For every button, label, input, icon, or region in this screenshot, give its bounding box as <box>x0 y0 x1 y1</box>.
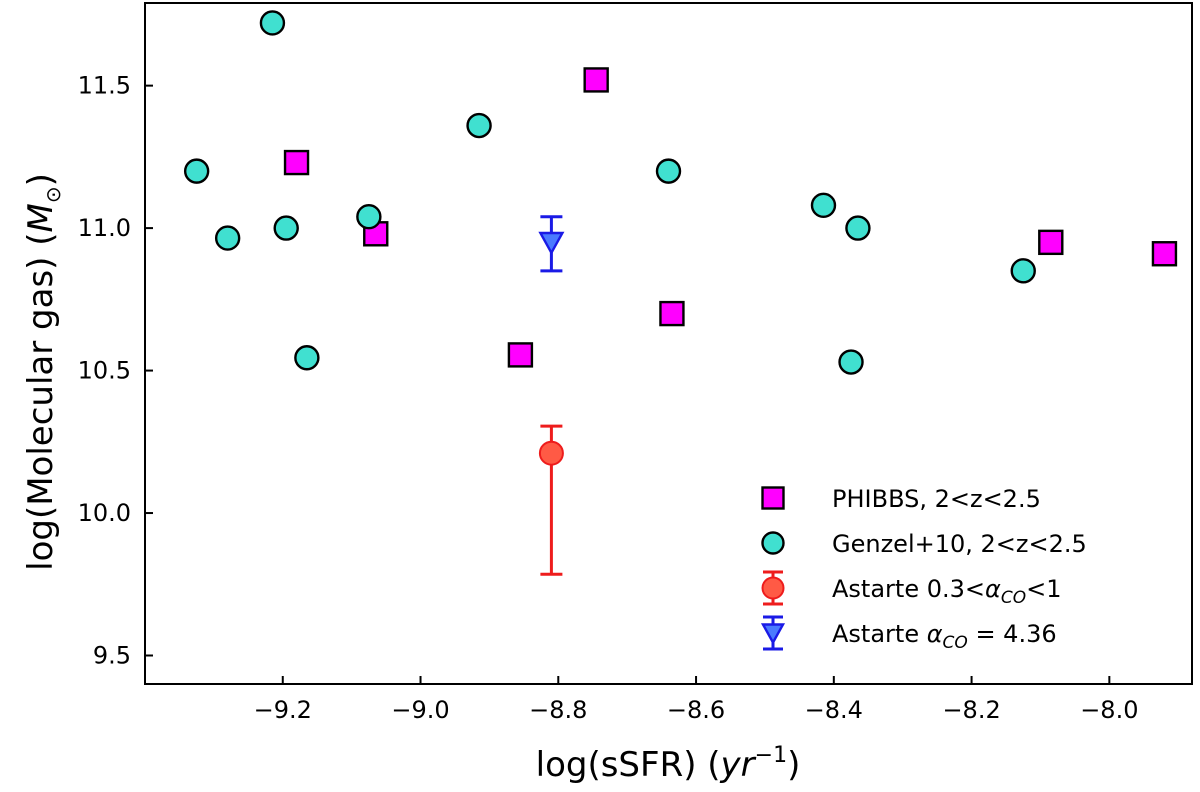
legend-marker <box>761 486 785 510</box>
legend-label: Genzel+10, 2<z<2.5 <box>832 530 1087 558</box>
plot-area <box>144 2 1193 685</box>
y-tick-label: 11.5 <box>78 72 131 100</box>
square-marker <box>1151 241 1178 267</box>
circle-marker <box>845 215 871 241</box>
legend-item: PHIBBS, 2<z<2.5 <box>761 485 1041 513</box>
circle-marker <box>294 345 320 371</box>
plot-frame <box>144 2 1193 685</box>
y-tick-label: 10.5 <box>78 357 131 385</box>
x-tick-label: −8.6 <box>667 696 725 724</box>
legend: PHIBBS, 2<z<2.5 Genzel+10, 2<z<2.5 Astarte… <box>760 485 1087 653</box>
y-axis: 9.5 10.0 10.5 11.0 11.5 <box>78 72 153 670</box>
square-marker <box>583 67 609 93</box>
circle-marker <box>183 158 210 184</box>
data-markers <box>183 10 1178 576</box>
y-tick-label: 9.5 <box>93 642 131 670</box>
circle-marker <box>810 192 837 219</box>
square-marker <box>283 149 310 176</box>
triangle-down-marker <box>538 231 565 256</box>
circle-marker <box>466 112 492 139</box>
legend-marker <box>761 576 785 600</box>
circle-marker <box>259 10 286 36</box>
circle-marker <box>273 215 299 241</box>
square-marker <box>659 300 685 327</box>
x-tick-label: −8.4 <box>805 696 863 724</box>
y-tick-label: 11.0 <box>78 214 131 242</box>
series-0 <box>283 67 1178 368</box>
series-1 <box>183 10 1036 375</box>
circle-marker <box>356 204 382 230</box>
x-tick-label: −9.2 <box>254 696 312 724</box>
square-marker <box>507 342 534 368</box>
circle-marker <box>1010 258 1036 284</box>
legend-label: Astarte 0.3<αCO<1 <box>832 575 1061 608</box>
x-tick-label: −9.0 <box>391 696 449 724</box>
x-tick-label: −8.2 <box>942 696 1000 724</box>
legend-marker <box>760 623 786 645</box>
legend-item: Astarte 0.3<αCO<1 <box>761 570 1061 608</box>
y-tick-label: 10.0 <box>78 499 131 527</box>
square-marker <box>1038 229 1064 256</box>
x-tick-label: −8.0 <box>1080 696 1138 724</box>
legend-label: PHIBBS, 2<z<2.5 <box>832 485 1041 513</box>
series-3 <box>538 215 565 273</box>
x-axis-title: log(sSFR) (yr−1) <box>536 743 801 785</box>
y-axis-title: log(Molecular gas) (M⊙) <box>21 173 65 571</box>
circle-marker <box>838 349 864 375</box>
legend-item: Astarte αCO = 4.36 <box>760 615 1057 653</box>
circle-marker <box>538 440 564 466</box>
legend-label: Astarte αCO = 4.36 <box>832 620 1057 653</box>
x-tick-label: −8.8 <box>529 696 587 724</box>
series-2 <box>538 424 564 576</box>
legend-marker <box>761 531 785 555</box>
legend-item: Genzel+10, 2<z<2.5 <box>761 530 1087 558</box>
x-axis: −9.2 −9.0 −8.8 −8.6 −8.4 −8.2 −8.0 <box>254 676 1138 724</box>
circle-marker <box>214 225 241 251</box>
circle-marker <box>655 158 682 184</box>
